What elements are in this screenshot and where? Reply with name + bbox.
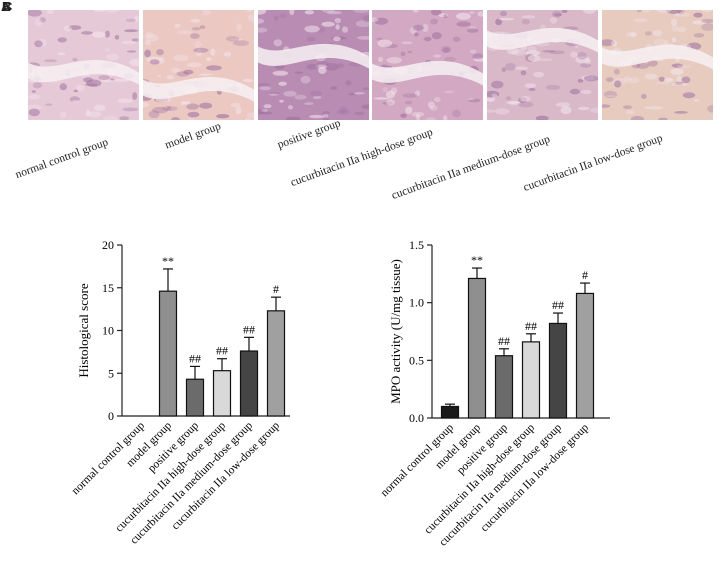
y-axis-label: Histological score: [76, 283, 91, 377]
micrograph-6: [602, 10, 713, 120]
significance-label: ##: [498, 334, 510, 348]
significance-label: **: [162, 254, 174, 268]
bar: [440, 405, 460, 419]
micrograph-3: [258, 10, 369, 120]
significance-label: ##: [216, 344, 228, 358]
significance-label: ##: [189, 351, 201, 365]
significance-label: ##: [552, 298, 564, 312]
y-tick-label: 5: [108, 366, 114, 380]
panel-letter-b: B: [2, 0, 12, 14]
y-axis-label: MPO activity (U/mg tissue): [388, 259, 403, 404]
significance-label: #: [582, 268, 588, 282]
y-tick-label: 15: [102, 281, 114, 295]
micrograph-1: [28, 10, 139, 120]
y-tick-label: 1.5: [409, 238, 424, 252]
y-tick-label: 0: [108, 409, 114, 423]
y-tick-label: 0.5: [409, 353, 424, 367]
y-tick-label: 1.0: [409, 296, 424, 310]
bar: [548, 322, 568, 419]
panel-letter-a: A: [1, 0, 11, 14]
significance-label: **: [471, 253, 483, 267]
micrograph-2: [143, 10, 254, 120]
y-tick-label: 10: [102, 324, 114, 338]
micrograph-5: [487, 10, 598, 120]
significance-label: ##: [243, 322, 255, 336]
y-tick-label: 20: [102, 238, 114, 252]
significance-label: #: [273, 282, 279, 296]
y-tick-label: 0.0: [409, 411, 424, 425]
micrograph-4: [372, 10, 483, 120]
significance-label: ##: [525, 319, 537, 333]
bar: [494, 355, 514, 419]
panel-letter-c: C: [3, 0, 13, 14]
bar: [467, 277, 487, 419]
bar: [575, 292, 595, 419]
bar: [521, 341, 541, 419]
